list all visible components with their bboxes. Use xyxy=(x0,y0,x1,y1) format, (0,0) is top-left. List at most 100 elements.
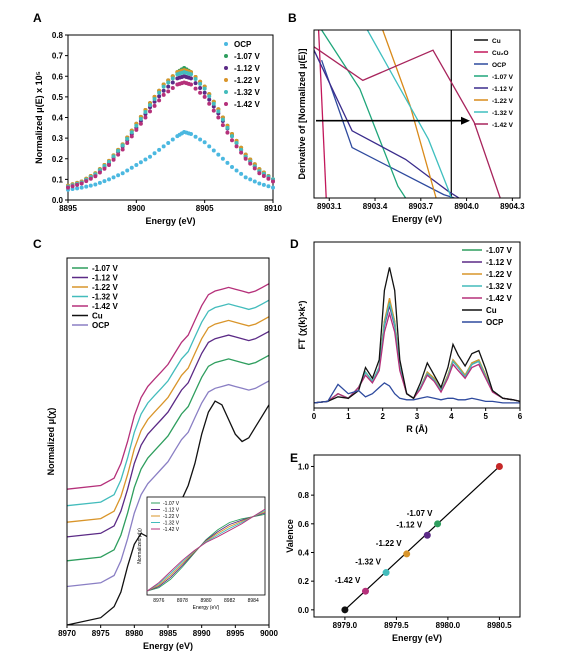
panel-a-point-5 xyxy=(152,103,157,108)
panel-a-point-5 xyxy=(148,109,152,114)
panel-a-point-5 xyxy=(116,152,121,157)
panel-a-point-0 xyxy=(243,175,248,180)
panel-e-point-label-4: -1.12 V xyxy=(396,520,422,529)
panel-a-point-5 xyxy=(230,138,234,143)
panel-a-point-4 xyxy=(170,76,175,81)
panel-e-point-5 xyxy=(434,520,442,528)
panel-d-xtick-label: 6 xyxy=(518,412,523,421)
panel-d-xlabel: R (Å) xyxy=(406,424,428,434)
panel-c-inset-xtick-label: 8980 xyxy=(200,598,211,604)
panel-b-series-5 xyxy=(382,30,437,198)
panel-e-xtick-label: 8979.0 xyxy=(333,621,358,630)
panel-a-point-4 xyxy=(207,94,212,99)
panel-c-inset-legend-label: -1.12 V xyxy=(163,508,180,514)
panel-b-xtick-label: 8904.0 xyxy=(454,202,479,211)
panel-a-point-4 xyxy=(134,123,139,128)
panel-e-ylabel: Valence xyxy=(285,519,295,553)
panel-a-point-0 xyxy=(234,168,239,173)
panel-a-point-5 xyxy=(102,166,107,171)
panel-a-xtick-label: 8910 xyxy=(264,204,282,213)
panel-a-legend-label: -1.32 V xyxy=(234,88,260,97)
panel-a-point-5 xyxy=(220,123,225,128)
panel-e-point-4 xyxy=(423,531,431,539)
panel-a-point-0 xyxy=(202,140,207,145)
panel-a-point-5 xyxy=(261,173,266,178)
panel-a-point-0 xyxy=(257,181,262,186)
panel-a-point-2 xyxy=(207,97,212,102)
panel-c-chart: -1.07 V-1.12 V-1.22 V-1.32 V-1.42 VCuOCP… xyxy=(46,257,278,651)
panel-a-point-0 xyxy=(143,157,148,162)
panel-b-xtick-label: 8903.4 xyxy=(363,202,388,211)
panel-a-point-4 xyxy=(166,80,171,85)
panel-a-point-0 xyxy=(166,140,171,145)
panel-a-point-5 xyxy=(125,140,130,145)
panel-a-point-2 xyxy=(161,88,166,93)
panel-b-arrow-head xyxy=(461,116,470,125)
panel-a-xtick-label: 8905 xyxy=(196,204,214,213)
panel-a-point-4 xyxy=(157,90,162,95)
panel-a-point-0 xyxy=(79,185,84,190)
panel-c-inset-xlabel: Energy (eV) xyxy=(193,605,220,611)
panel-a-point-5 xyxy=(207,101,212,106)
panel-a-point-4 xyxy=(225,125,230,130)
panel-c-inset-xtick-label: 8976 xyxy=(153,598,164,604)
panel-a-point-0 xyxy=(225,160,230,165)
panel-a-point-0 xyxy=(161,144,166,149)
panel-b-legend-4-label: -1.12 V xyxy=(492,86,514,93)
panel-b-plot xyxy=(314,30,501,198)
panel-c-legend-0-label: -1.07 V xyxy=(92,264,118,273)
panel-a-point-0 xyxy=(75,186,80,191)
panel-a-point-5 xyxy=(70,184,75,189)
panel-b-ylabel: Derivative of [Normalized μ(E)] xyxy=(297,48,307,179)
panel-a-point-4 xyxy=(216,109,221,114)
panel-a-point-4 xyxy=(116,148,121,153)
panel-a-point-5 xyxy=(134,127,139,132)
panel-a-point-0 xyxy=(193,134,198,139)
panel-a-xtick-label: 8895 xyxy=(59,204,77,213)
panel-c-inset-xtick-label: 8984 xyxy=(248,598,259,604)
panel-a-point-4 xyxy=(143,110,148,114)
panel-b-series-7 xyxy=(314,46,501,198)
panel-e-frame xyxy=(313,454,521,618)
panel-c-inset-series-0 xyxy=(146,513,266,592)
panel-a-point-5 xyxy=(97,170,102,175)
panel-b-legend-6-label: -1.32 V xyxy=(492,110,514,117)
panel-a-point-5 xyxy=(84,179,89,184)
panel-d-legend-4-label: -1.42 V xyxy=(486,294,512,303)
panel-d-xtick-label: 4 xyxy=(449,412,454,421)
panel-e-xtick-label: 8980.5 xyxy=(487,621,512,630)
panel-d-legend-0-label: -1.07 V xyxy=(486,246,512,255)
panel-c-legend-3-label: -1.32 V xyxy=(92,293,118,302)
panel-a-ytick-label: 0.3 xyxy=(52,134,64,143)
panel-a-point-0 xyxy=(138,160,143,165)
panel-a-point-4 xyxy=(239,147,244,152)
panel-c-xtick-label: 8975 xyxy=(92,629,110,638)
panel-c-inset-ylabel: Normalized μ(χ) xyxy=(137,528,143,564)
panel-d-xtick-label: 1 xyxy=(346,412,351,421)
panel-a-point-5 xyxy=(138,121,143,126)
panel-a-point-0 xyxy=(102,179,107,184)
panel-c-series-4 xyxy=(66,283,270,490)
panel-c-series-0 xyxy=(66,354,270,562)
panel-a-point-4 xyxy=(234,140,239,145)
panel-a-point-5 xyxy=(193,86,198,91)
panel-c-inset-legend-label: -1.22 V xyxy=(163,514,180,520)
panel-e-ytick-label: 0.0 xyxy=(298,606,310,615)
panel-d-legend-5-label: Cu xyxy=(486,306,497,315)
panel-a-point-0 xyxy=(207,144,212,149)
panel-d-ylabel: FT (χ(k)×k³) xyxy=(297,301,307,350)
panel-a-point-5 xyxy=(93,174,98,179)
panel-a-ytick-label: 0.0 xyxy=(52,196,64,205)
panel-a-point-5 xyxy=(198,90,203,95)
panel-b-legend-0-label: Cu xyxy=(492,38,501,45)
panel-e-xlabel: Energy (eV) xyxy=(392,633,442,643)
panel-a-point-0 xyxy=(252,179,257,184)
panel-a-point-0 xyxy=(220,156,225,161)
panel-e-point-label-3: -1.22 V xyxy=(376,539,402,548)
panel-d-xtick-label: 5 xyxy=(483,412,488,421)
panel-a-point-4 xyxy=(193,77,198,81)
panel-a-point-5 xyxy=(161,92,166,97)
panel-a-point-5 xyxy=(79,181,84,186)
panel-label-b: B xyxy=(288,11,297,25)
